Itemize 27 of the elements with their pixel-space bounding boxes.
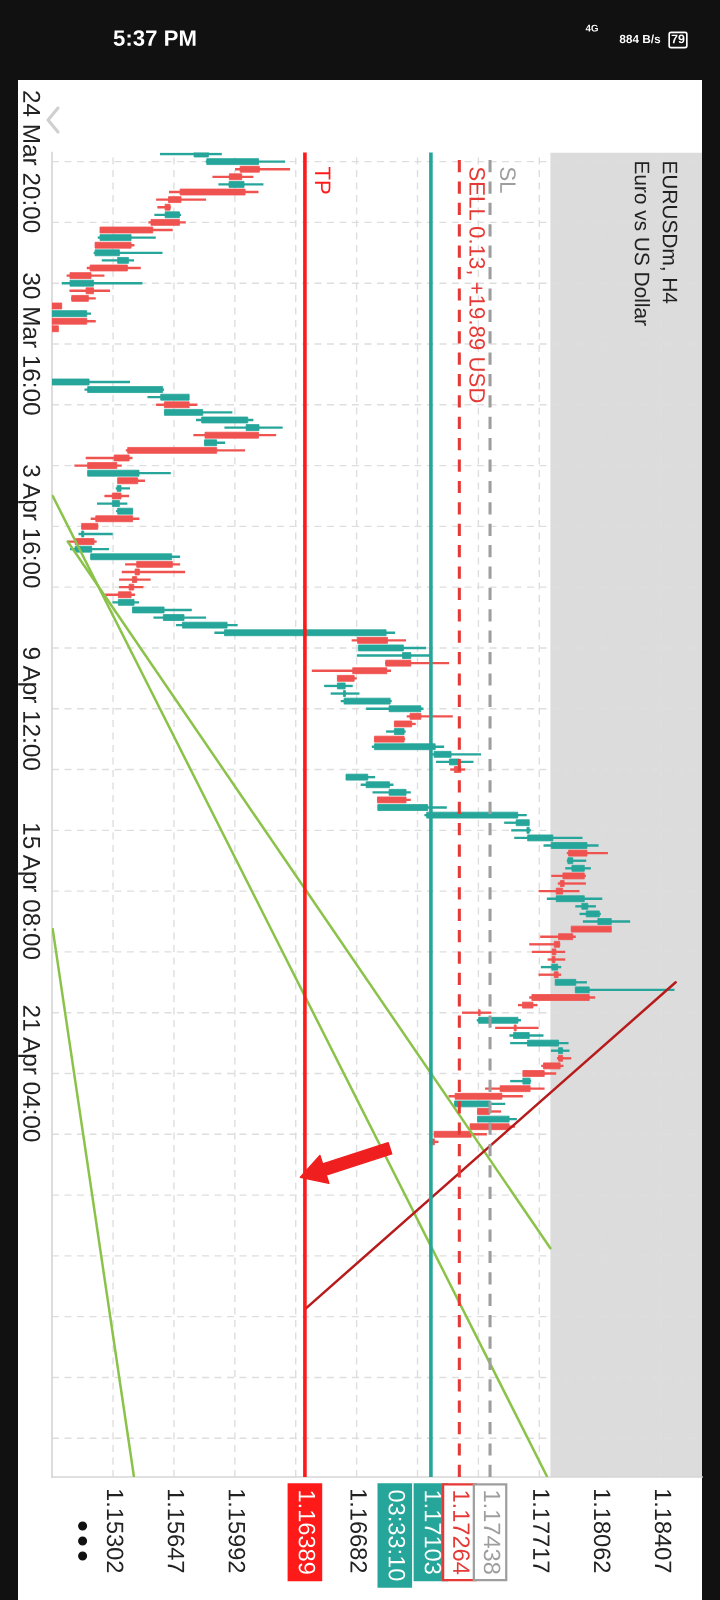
x-tick-label: 1.17717: [533, 1489, 550, 1573]
x-tick-label: 1.18407: [654, 1489, 672, 1573]
x-tick-label: 1.18062: [593, 1489, 611, 1573]
y-tick-label: 30 Mar 16:00: [23, 273, 41, 415]
ref-line-label: TP: [315, 166, 331, 194]
x-tick-label: 1.15647: [167, 1489, 185, 1573]
text: 1.17264: [452, 1491, 470, 1575]
text: 1.16389: [298, 1491, 316, 1574]
text: 79: [671, 34, 685, 44]
x-tick-label: 1.16682: [350, 1489, 367, 1573]
text: 1.17103: [424, 1491, 442, 1574]
x-tick-label: 1.15992: [228, 1489, 246, 1573]
text: 4G: [585, 24, 598, 32]
text: 5:37 PM: [113, 30, 196, 46]
y-tick-label: 21 Apr 04:00: [18, 1005, 41, 1142]
y-tick-label: 15 Apr 08:00: [18, 824, 41, 960]
ref-line-label: SELL 0.13, +19.89 USD: [466, 167, 486, 403]
text: EURUSDm, H4: [660, 162, 678, 304]
text: 1.17438: [483, 1491, 501, 1574]
text: Euro vs US Dollar: [634, 162, 650, 326]
y-tick-label: 24 Mar 20:00: [23, 91, 41, 233]
text: 884 B/s: [619, 34, 661, 44]
text: 03:33:10: [388, 1490, 406, 1581]
y-tick-label: 9 Apr 12:00: [18, 647, 41, 770]
ref-line-label: SL: [499, 167, 516, 193]
x-tick-label: 1.15302: [106, 1489, 124, 1573]
y-tick-label: 3 Apr 16:00: [18, 465, 41, 588]
